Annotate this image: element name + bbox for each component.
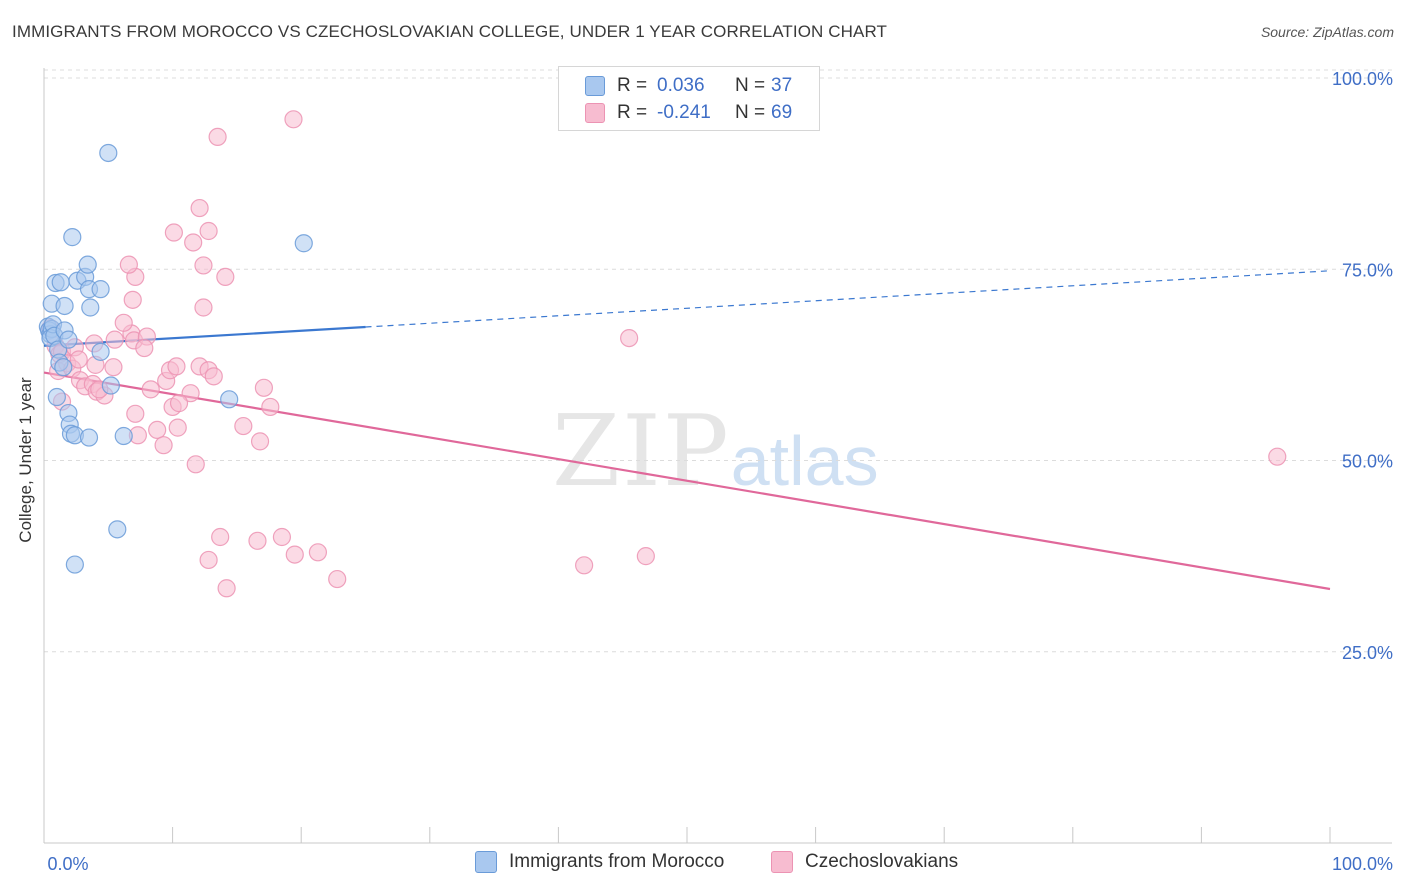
point-morocco — [47, 387, 66, 407]
point-czechoslovakian — [105, 330, 124, 349]
point-czechoslovakian — [216, 267, 235, 286]
watermark-zip: ZIP — [552, 395, 731, 509]
point-czechoslovakian — [208, 127, 227, 147]
point-czechoslovakian — [114, 313, 133, 332]
bottom-legend-label-morocco: Immigrants from Morocco — [509, 851, 725, 872]
y-axis-label: College, Under 1 year — [16, 377, 35, 543]
point-czechoslovakian — [186, 455, 205, 474]
point-czechoslovakian — [620, 329, 639, 348]
point-morocco — [91, 342, 110, 361]
point-czechoslovakian — [104, 358, 123, 377]
point-czechoslovakian — [248, 531, 267, 550]
point-czechoslovakian — [234, 416, 253, 436]
legend-n-label: N = — [735, 102, 766, 123]
point-morocco — [81, 298, 100, 317]
y-tick-label: 25.0% — [1342, 643, 1393, 663]
point-morocco — [99, 143, 118, 163]
point-czechoslovakian — [141, 380, 160, 399]
point-czechoslovakian — [184, 233, 203, 252]
point-czechoslovakian — [69, 350, 88, 369]
y-tick-label: 100.0% — [1332, 69, 1393, 89]
x-tick-label-min: 0.0% — [47, 854, 88, 874]
legend-row-czech: R = -0.241 N = 69 — [585, 100, 792, 126]
point-czechoslovakian — [211, 527, 230, 547]
point-czechoslovakian — [119, 255, 138, 274]
point-czechoslovakian — [308, 543, 328, 562]
point-czechoslovakian — [181, 384, 200, 403]
legend-r-value: -0.241 — [657, 102, 711, 123]
bottom-legend-czech: Czechoslovakians — [771, 851, 958, 873]
bottom-legend-morocco: Immigrants from Morocco — [475, 851, 724, 873]
point-morocco — [91, 280, 110, 299]
bottom-legend-label-czech: Czechoslovakians — [805, 851, 959, 872]
point-czechoslovakian — [135, 338, 154, 358]
legend-r-value: 0.036 — [657, 75, 705, 96]
tick-labels: 100.0% 75.0% 50.0% 25.0% 0.0% 100.0% — [47, 69, 1393, 874]
trend-line-morocco-dashed — [365, 270, 1331, 328]
point-czechoslovakian — [167, 357, 186, 376]
point-morocco — [65, 555, 84, 574]
bottom-legend-swatch-morocco — [475, 851, 497, 873]
point-czechoslovakian — [284, 110, 303, 129]
point-czechoslovakian — [194, 256, 213, 275]
point-morocco — [79, 428, 99, 447]
point-czechoslovakian — [154, 436, 173, 455]
legend-r-label: R = — [617, 75, 648, 96]
point-czechoslovakian — [126, 404, 145, 423]
trend-line-czechoslovakian — [43, 371, 1331, 591]
x-tick-label-max: 100.0% — [1332, 854, 1393, 874]
point-morocco — [63, 228, 82, 247]
y-tick-label: 75.0% — [1342, 260, 1393, 280]
point-czechoslovakian — [194, 298, 213, 317]
point-czechoslovakian — [636, 547, 655, 566]
legend-r-label: R = — [617, 102, 648, 123]
data-points — [38, 110, 1287, 598]
point-czechoslovakian — [148, 420, 167, 439]
legend-swatch-czech — [585, 103, 605, 123]
legend-n-value: 37 — [771, 75, 793, 96]
point-czechoslovakian — [204, 367, 223, 386]
point-czechoslovakian — [272, 527, 292, 547]
point-morocco — [108, 520, 127, 539]
point-czechoslovakian — [217, 579, 236, 598]
point-czechoslovakian — [1268, 447, 1287, 466]
bottom-legend-swatch-czech — [771, 851, 793, 873]
legend-n-value: 69 — [771, 102, 793, 123]
y-tick-label: 50.0% — [1342, 452, 1393, 472]
point-morocco — [55, 296, 74, 316]
legend-swatch-morocco — [585, 76, 605, 96]
point-czechoslovakian — [250, 432, 270, 451]
point-morocco — [78, 255, 97, 274]
point-czechoslovakian — [328, 569, 347, 589]
legend-row-morocco: R = 0.036 N = 37 — [585, 73, 792, 99]
point-czechoslovakian — [199, 221, 218, 241]
point-morocco — [51, 273, 70, 292]
legend-n-label: N = — [735, 75, 766, 96]
point-czechoslovakian — [285, 545, 304, 564]
point-morocco — [220, 390, 239, 409]
point-morocco — [294, 234, 313, 253]
point-morocco — [59, 330, 78, 349]
point-morocco — [101, 376, 120, 395]
point-czechoslovakian — [190, 198, 209, 218]
point-czechoslovakian — [164, 223, 183, 242]
point-czechoslovakian — [261, 397, 280, 417]
point-morocco — [114, 426, 133, 446]
point-czechoslovakian — [575, 556, 594, 575]
axes — [43, 68, 1392, 844]
point-czechoslovakian — [123, 290, 142, 309]
chart-title: IMMIGRANTS FROM MOROCCO VS CZECHOSLOVAKI… — [12, 22, 888, 41]
point-morocco — [54, 358, 73, 377]
stats-legend: R = 0.036 N = 37 R = -0.241 N = 69 — [558, 66, 820, 131]
point-czechoslovakian — [199, 550, 218, 570]
point-czechoslovakian — [168, 418, 187, 437]
source-label: Source: ZipAtlas.com — [1260, 24, 1394, 40]
point-czechoslovakian — [169, 394, 189, 413]
point-czechoslovakian — [254, 378, 274, 397]
